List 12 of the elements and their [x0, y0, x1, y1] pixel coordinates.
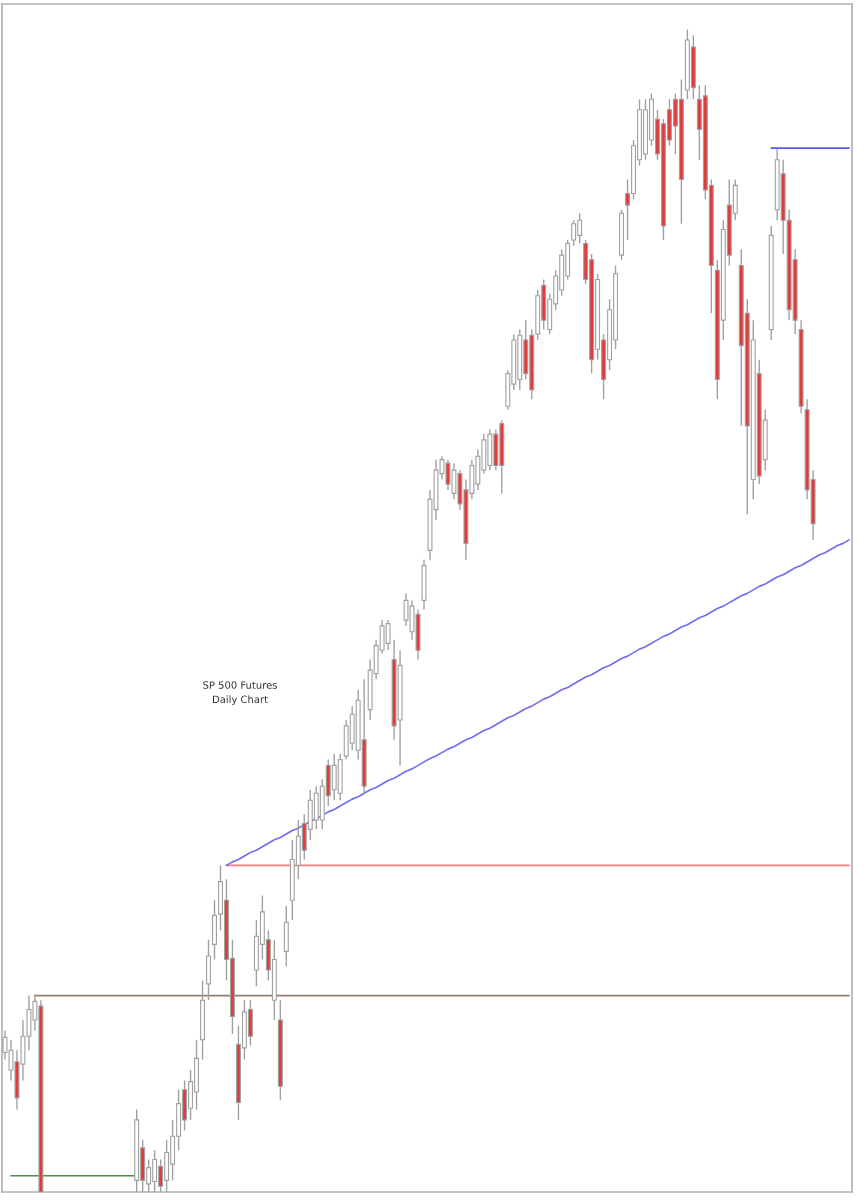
candlestick: [643, 98, 648, 161]
candlestick: [499, 419, 505, 495]
candlestick: [517, 328, 523, 391]
candlestick: [421, 558, 427, 611]
candlestick: [487, 428, 493, 471]
candlestick: [577, 212, 583, 245]
candlestick: [415, 608, 421, 661]
candlestick: [283, 905, 289, 968]
candlestick: [493, 428, 499, 471]
candlestick: [152, 1149, 158, 1192]
candlestick: [331, 753, 337, 801]
candlestick: [445, 458, 451, 491]
